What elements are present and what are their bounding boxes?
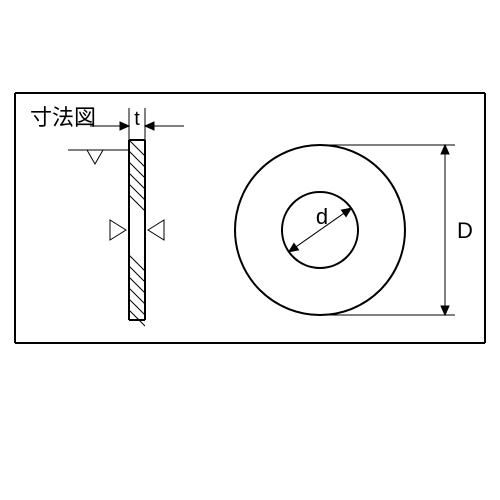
label-t: t: [134, 108, 140, 130]
surface-symbol-icon: [87, 150, 103, 164]
label-D: D: [457, 218, 473, 243]
diagram-canvas: 寸法図 tDd: [0, 0, 500, 500]
label-d: d: [316, 204, 328, 229]
diagram-svg: t Dd: [0, 0, 500, 500]
